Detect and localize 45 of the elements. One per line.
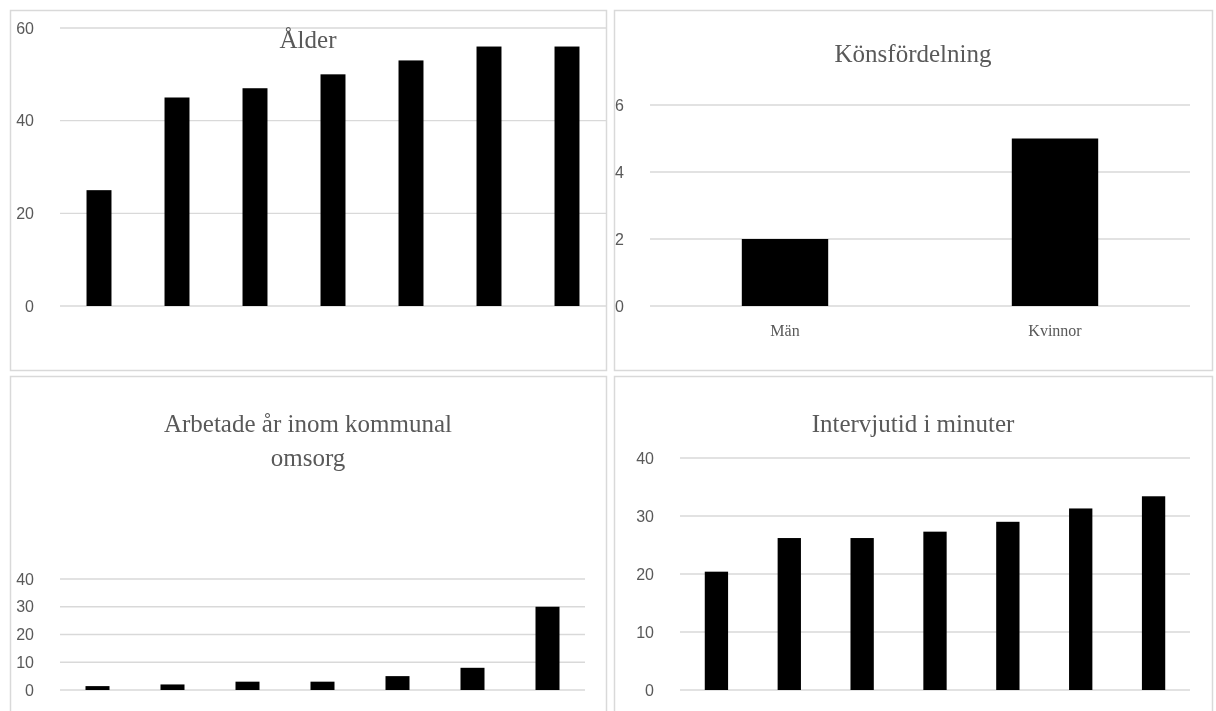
bar	[460, 667, 485, 690]
y-tick-label: 60	[16, 19, 35, 37]
y-tick-label: 40	[16, 112, 35, 130]
bar	[996, 521, 1020, 690]
bar	[476, 46, 502, 306]
chart-title: Arbetade år inom kommunal omsorg	[163, 410, 453, 471]
x-tick-label: Kvinnor	[1028, 322, 1083, 339]
chart-title: Intervjutid i minuter	[811, 410, 1016, 437]
bar	[320, 74, 346, 306]
bar	[85, 686, 110, 690]
y-tick-label: 20	[16, 626, 35, 644]
bar	[1069, 508, 1093, 690]
bar	[242, 88, 268, 306]
bar	[86, 190, 112, 306]
y-tick-label: 0	[615, 297, 625, 315]
y-tick-label: 40	[636, 449, 655, 467]
bar	[310, 681, 335, 690]
bar	[554, 46, 580, 306]
chart-title: Ålder	[279, 26, 338, 53]
y-tick-label: 40	[16, 570, 35, 588]
bar	[1141, 496, 1166, 690]
bar	[235, 681, 260, 690]
bar	[385, 676, 410, 690]
y-tick-label: 10	[636, 623, 655, 641]
y-tick-label: 30	[636, 507, 655, 525]
bar	[777, 538, 801, 690]
y-tick-label: 30	[16, 598, 35, 616]
y-tick-label: 0	[25, 681, 35, 699]
y-tick-label: 6	[615, 96, 625, 114]
y-tick-label: 0	[645, 681, 655, 699]
bar	[923, 531, 947, 690]
bar	[398, 60, 424, 306]
chart-title: Könsfördelning	[834, 40, 992, 67]
y-tick-label: 20	[16, 204, 35, 222]
y-tick-label: 0	[25, 297, 35, 315]
bar	[704, 571, 729, 690]
bar	[850, 538, 874, 690]
y-tick-label: 10	[16, 653, 35, 671]
bar	[160, 684, 185, 690]
bar	[164, 97, 190, 306]
y-tick-label: 4	[615, 163, 625, 181]
bar	[535, 606, 560, 690]
y-tick-label: 20	[636, 565, 655, 583]
x-tick-label: Män	[770, 322, 800, 339]
y-tick-label: 2	[615, 230, 625, 248]
